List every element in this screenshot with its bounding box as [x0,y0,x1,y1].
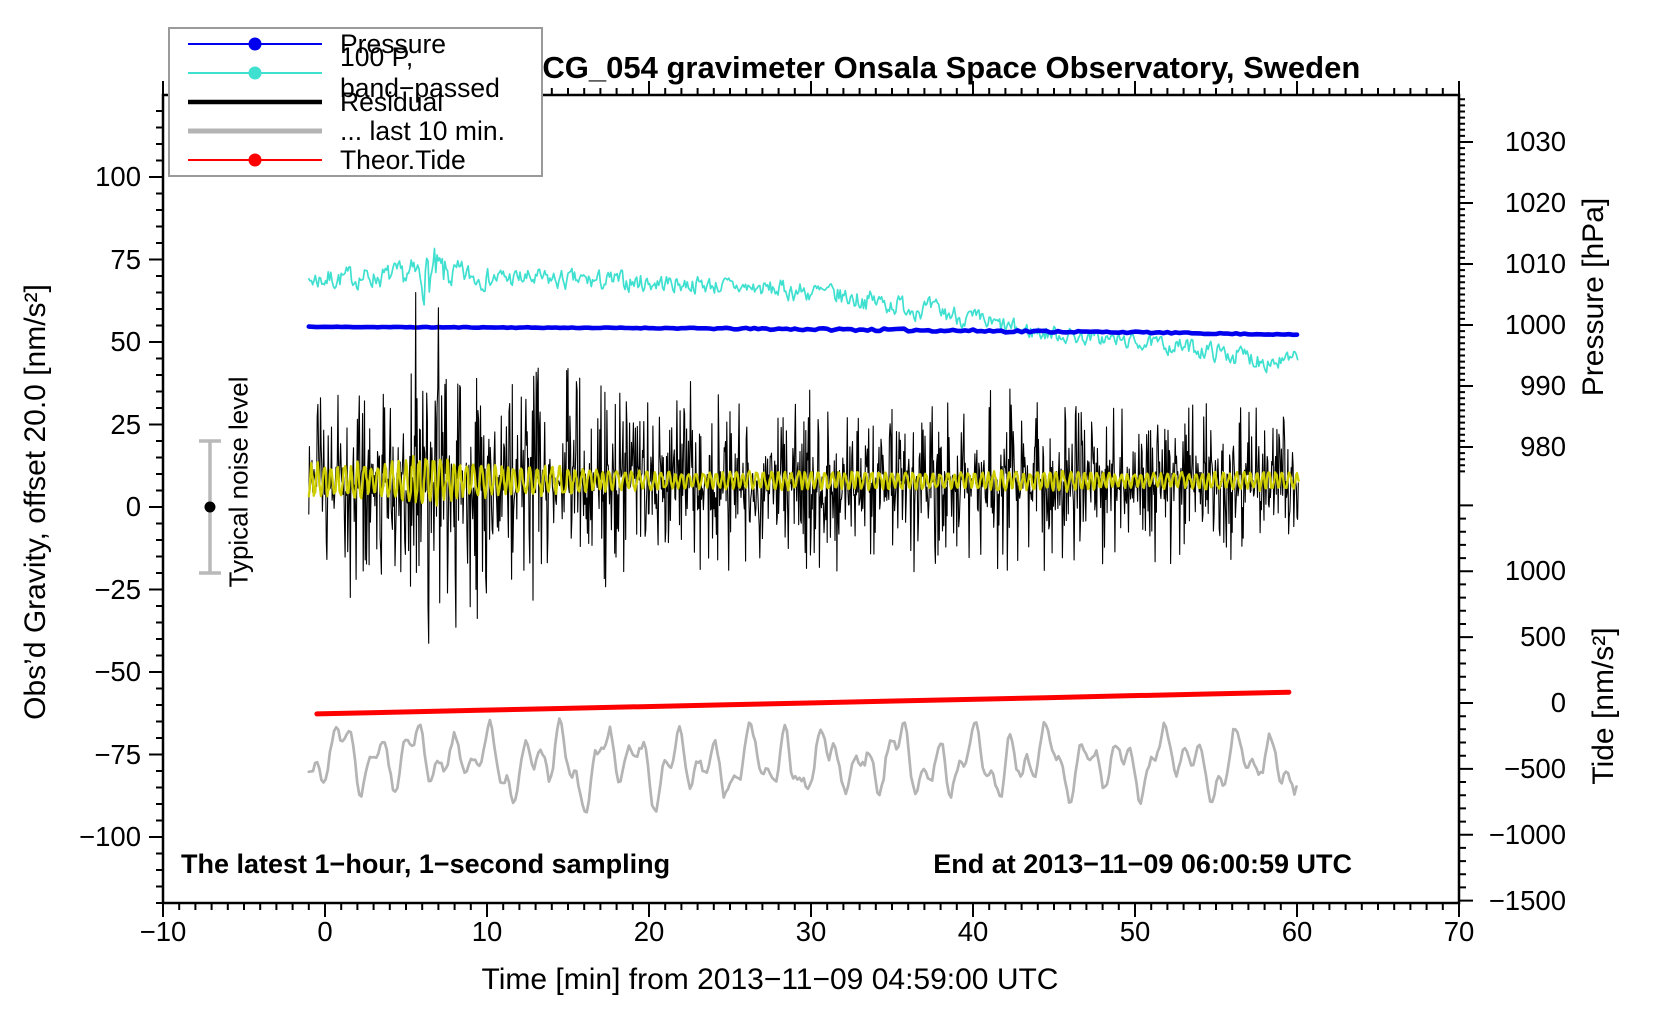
x-tick-label: 10 [471,916,503,947]
pressure-tick-label: 990 [1520,370,1566,401]
tide-tick-label: −1000 [1488,818,1566,850]
pressure-tick-label: 1030 [1504,126,1566,157]
legend-item-2: Residual [170,86,541,117]
x-tick-label: 70 [1443,916,1475,947]
noise-level-label: Typical noise level [223,376,254,588]
legend-sample-marker [248,66,262,80]
gravity-tick-label: 0 [125,491,141,522]
pressure-axis-ticks [1459,98,1473,473]
tide-axis-title: Tide [nm/s²] [1587,627,1620,785]
noise-errorbar-dot [204,501,216,513]
legend-item-4: Theor.Tide [170,144,541,175]
legend-box: Pressure 100 P, band−passed Residual... la… [168,27,543,177]
legend-sample-icon [188,128,322,134]
series-pressure-line [306,324,1300,338]
gravity-tick-label: 25 [110,408,141,440]
tide-tick-label: 0 [1550,687,1566,718]
pressure-tick-label: 1020 [1504,187,1566,218]
pressure-tick-label: 1000 [1504,309,1566,340]
data-series-group [306,247,1300,814]
series-residual-line [308,292,1299,644]
x-axis-title: Time [min] from 2013−11−09 04:59:00 UTC [481,963,1059,996]
axis-ticks [149,81,1473,917]
legend-item-label: 100 P, band−passed [340,42,500,103]
x-tick-label: −10 [139,916,187,947]
tide-tick-label: 1000 [1504,555,1566,587]
gravity-tick-label: 75 [110,243,141,275]
tide-axis-ticks [1459,504,1473,902]
tide-tick-label: 500 [1520,621,1566,653]
end-time-note: End at 2013−11−09 06:00:59 UTC [933,849,1352,879]
pressure-axis-title: Pressure [hPa] [1577,197,1610,397]
x-tick-label: 40 [957,916,989,947]
legend-sample-marker [248,37,262,51]
tide-tick-label: −1500 [1488,884,1566,916]
plot-frame [161,93,1461,905]
series-bandpassed-line [307,247,1299,374]
series-last10-line [307,717,1298,814]
noise-errorbar [198,439,221,575]
legend-item-0: Pressure [170,28,541,59]
x-tick-label: 50 [1119,916,1151,947]
pressure-tick-label: 980 [1520,431,1566,462]
tide-tick-label: −500 [1504,752,1566,784]
gravity-tick-label: −100 [79,821,141,852]
legend-sample-icon [188,66,322,80]
x-tick-label: 0 [317,916,333,947]
x-axis-ticks [162,81,1460,917]
legend-sample-icon [188,37,322,51]
sampling-note: The latest 1−hour, 1−second sampling [181,849,671,879]
legend-item-3: ... last 10 min. [170,115,541,146]
legend-item-label: Pressure [340,28,447,59]
series-tide-line [314,689,1292,717]
chart-title: SCG_054 gravimeter Onsala Space Observat… [521,50,1361,85]
legend-item-1: 100 P, band−passed [170,42,541,103]
gravity-tick-label: −75 [94,738,141,770]
gravity-tick-label: −25 [94,573,141,605]
series-residual_band-line [307,454,1300,507]
legend-sample-icon [188,99,322,105]
gravity-tick-label: 100 [95,161,141,192]
x-tick-label: 60 [1281,916,1313,947]
legend-sample-marker [248,153,262,167]
pressure-tick-label: 1010 [1504,248,1566,279]
legend-sample-icon [188,153,322,167]
gravity-tick-label: −50 [94,656,141,687]
legend-item-label: Residual [340,86,444,117]
x-tick-label: 30 [795,916,827,947]
legend-item-label: ... last 10 min. [340,115,505,146]
gravity-tick-label: 50 [110,326,141,357]
gravity-axis-ticks [149,110,163,904]
x-tick-label: 20 [633,916,665,947]
legend-item-label: Theor.Tide [340,144,466,175]
